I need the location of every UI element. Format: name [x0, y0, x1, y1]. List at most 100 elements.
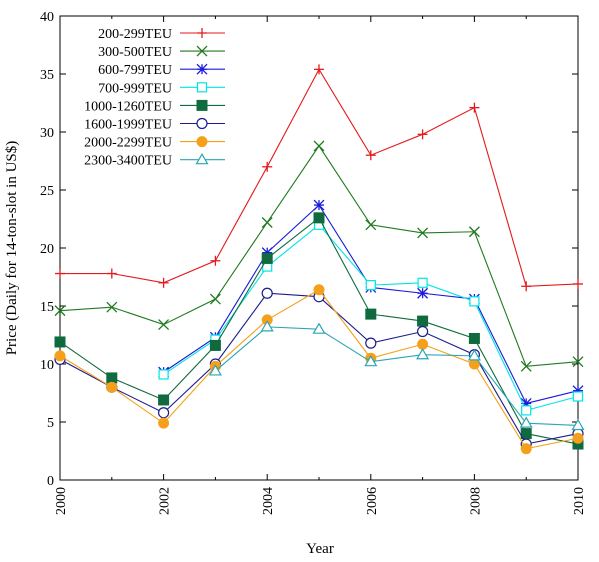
legend-label: 1600-1999TEU	[84, 118, 172, 133]
data-point	[468, 226, 480, 238]
data-point	[469, 296, 480, 307]
data-point	[416, 348, 430, 360]
data-point	[158, 319, 170, 331]
series-200-299TEU	[55, 64, 583, 292]
data-point	[54, 336, 66, 348]
series-2300-3400TEU	[208, 320, 585, 431]
data-point	[313, 140, 325, 152]
data-point	[208, 364, 222, 376]
series-300-500TEU	[54, 140, 584, 372]
data-point	[572, 356, 584, 368]
series-700-999TEU	[158, 219, 584, 416]
data-point	[365, 219, 377, 231]
legend-item: 700-999TEU	[98, 81, 225, 96]
data-point	[520, 443, 532, 455]
data-point	[262, 161, 273, 172]
x-tick-label: 2006	[365, 487, 380, 515]
x-tick-label: 2004	[261, 487, 276, 515]
data-point	[365, 150, 376, 161]
data-point	[313, 212, 325, 224]
data-point	[468, 332, 480, 344]
data-point	[572, 432, 584, 444]
data-point	[106, 301, 118, 313]
data-point	[365, 280, 376, 291]
y-tick-label: 40	[40, 10, 54, 25]
data-point	[521, 281, 532, 292]
legend-item: 200-299TEU	[98, 27, 225, 42]
legend-marker	[196, 136, 208, 148]
x-tick-label: 2000	[54, 487, 69, 515]
legend-item: 2000-2299TEU	[84, 136, 225, 151]
data-point	[467, 349, 481, 361]
data-point	[469, 102, 480, 113]
data-point	[314, 64, 324, 75]
legend-item: 600-799TEU	[98, 63, 225, 78]
legend-item: 1000-1260TEU	[84, 99, 225, 114]
y-tick-label: 0	[47, 474, 54, 489]
x-tick-label: 2002	[158, 487, 173, 515]
legend-item: 2300-3400TEU	[84, 153, 225, 169]
data-point	[519, 416, 533, 428]
data-point	[55, 268, 65, 279]
legend-item: 1600-1999TEU	[84, 118, 225, 133]
data-point	[158, 394, 170, 406]
y-tick-label: 10	[40, 358, 54, 373]
data-point	[158, 369, 169, 380]
legend-marker	[196, 82, 208, 93]
data-point	[106, 381, 118, 393]
series-line	[215, 326, 579, 427]
legend: 200-299TEU 300-500TEU 600-799TEU 700-999TEU…	[84, 27, 225, 169]
data-point	[158, 417, 170, 429]
data-point	[573, 278, 583, 289]
legend-item: 300-500TEU	[98, 45, 225, 60]
legend-marker	[196, 63, 208, 75]
data-point	[210, 255, 221, 266]
data-point	[261, 217, 273, 228]
y-tick-label: 15	[40, 300, 54, 315]
legend-marker	[196, 45, 208, 57]
data-point	[260, 320, 274, 332]
y-tick-label: 25	[40, 184, 54, 199]
data-point	[106, 268, 117, 279]
x-tick-label: 2008	[468, 487, 483, 515]
data-point	[313, 284, 325, 296]
series-2000-2299TEU	[54, 284, 584, 455]
data-point	[417, 325, 429, 338]
y-tick-label: 30	[40, 126, 54, 141]
legend-label: 2000-2299TEU	[84, 136, 172, 151]
data-point	[261, 287, 273, 299]
legend-label: 2300-3400TEU	[84, 154, 172, 169]
data-point	[571, 418, 585, 431]
legend-label: 300-500TEU	[98, 45, 172, 60]
data-point	[54, 350, 66, 362]
legend-marker	[196, 117, 208, 130]
legend-marker	[197, 28, 207, 38]
x-tick-label: 2010	[572, 487, 587, 515]
data-point	[158, 407, 170, 419]
data-point	[158, 277, 169, 288]
data-point	[54, 305, 66, 317]
data-point	[209, 293, 221, 305]
data-point	[209, 339, 221, 351]
data-point	[365, 308, 377, 320]
legend-label: 600-799TEU	[98, 63, 172, 78]
legend-label: 200-299TEU	[98, 27, 172, 42]
data-point	[572, 391, 584, 402]
y-tick-label: 5	[47, 416, 54, 431]
y-tick-label: 20	[40, 242, 54, 257]
data-point	[365, 337, 377, 349]
series-1600-1999TEU	[54, 287, 584, 450]
legend-label: 700-999TEU	[98, 81, 172, 96]
y-axis-title: Price (Daily for 14-ton-slot in US$)	[4, 141, 20, 356]
data-point	[313, 199, 325, 211]
legend-marker	[196, 99, 208, 111]
data-point	[417, 287, 429, 299]
legend-label: 1000-1260TEU	[84, 99, 172, 114]
data-point	[520, 360, 532, 372]
x-axis-title: Year	[306, 541, 334, 557]
data-point	[417, 338, 429, 350]
series-line	[163, 204, 579, 405]
data-point	[312, 322, 326, 334]
